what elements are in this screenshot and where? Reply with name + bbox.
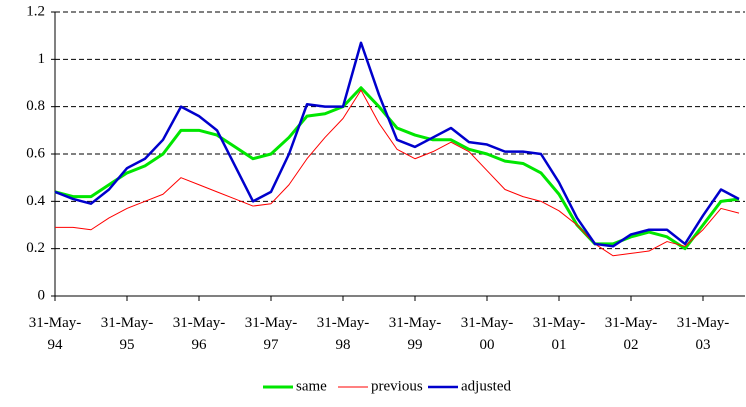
y-tick-label: 0.2: [26, 240, 45, 256]
x-tick-label: 31-May-03: [676, 315, 730, 353]
x-tick-label: 31-May-95: [100, 315, 154, 353]
x-tick-label: 31-May-98: [316, 315, 370, 353]
x-tick-label: 31-May-94: [28, 315, 82, 353]
x-tick-label: 31-May-00: [460, 315, 514, 353]
x-tick-label: 31-May-01: [532, 315, 586, 353]
x-tick-label: 31-May-99: [388, 315, 442, 353]
series-line: [55, 89, 740, 257]
series-line: [54, 41, 740, 248]
series-line: [54, 86, 740, 251]
legend-label: same: [296, 378, 327, 394]
y-tick-label: 0.6: [26, 145, 45, 161]
x-tick-label: 31-May-96: [172, 315, 226, 353]
y-tick-label: 0.8: [26, 98, 45, 114]
legend-label: adjusted: [461, 378, 511, 394]
y-tick-label: 0.4: [26, 193, 45, 209]
x-tick-label: 31-May-02: [604, 315, 658, 353]
x-tick-label: 31-May-97: [244, 315, 298, 353]
y-tick-label: 1.2: [26, 3, 45, 19]
legend-label: previous: [371, 378, 423, 394]
y-tick-label: 1: [38, 51, 46, 67]
y-tick-label: 0: [38, 287, 46, 303]
